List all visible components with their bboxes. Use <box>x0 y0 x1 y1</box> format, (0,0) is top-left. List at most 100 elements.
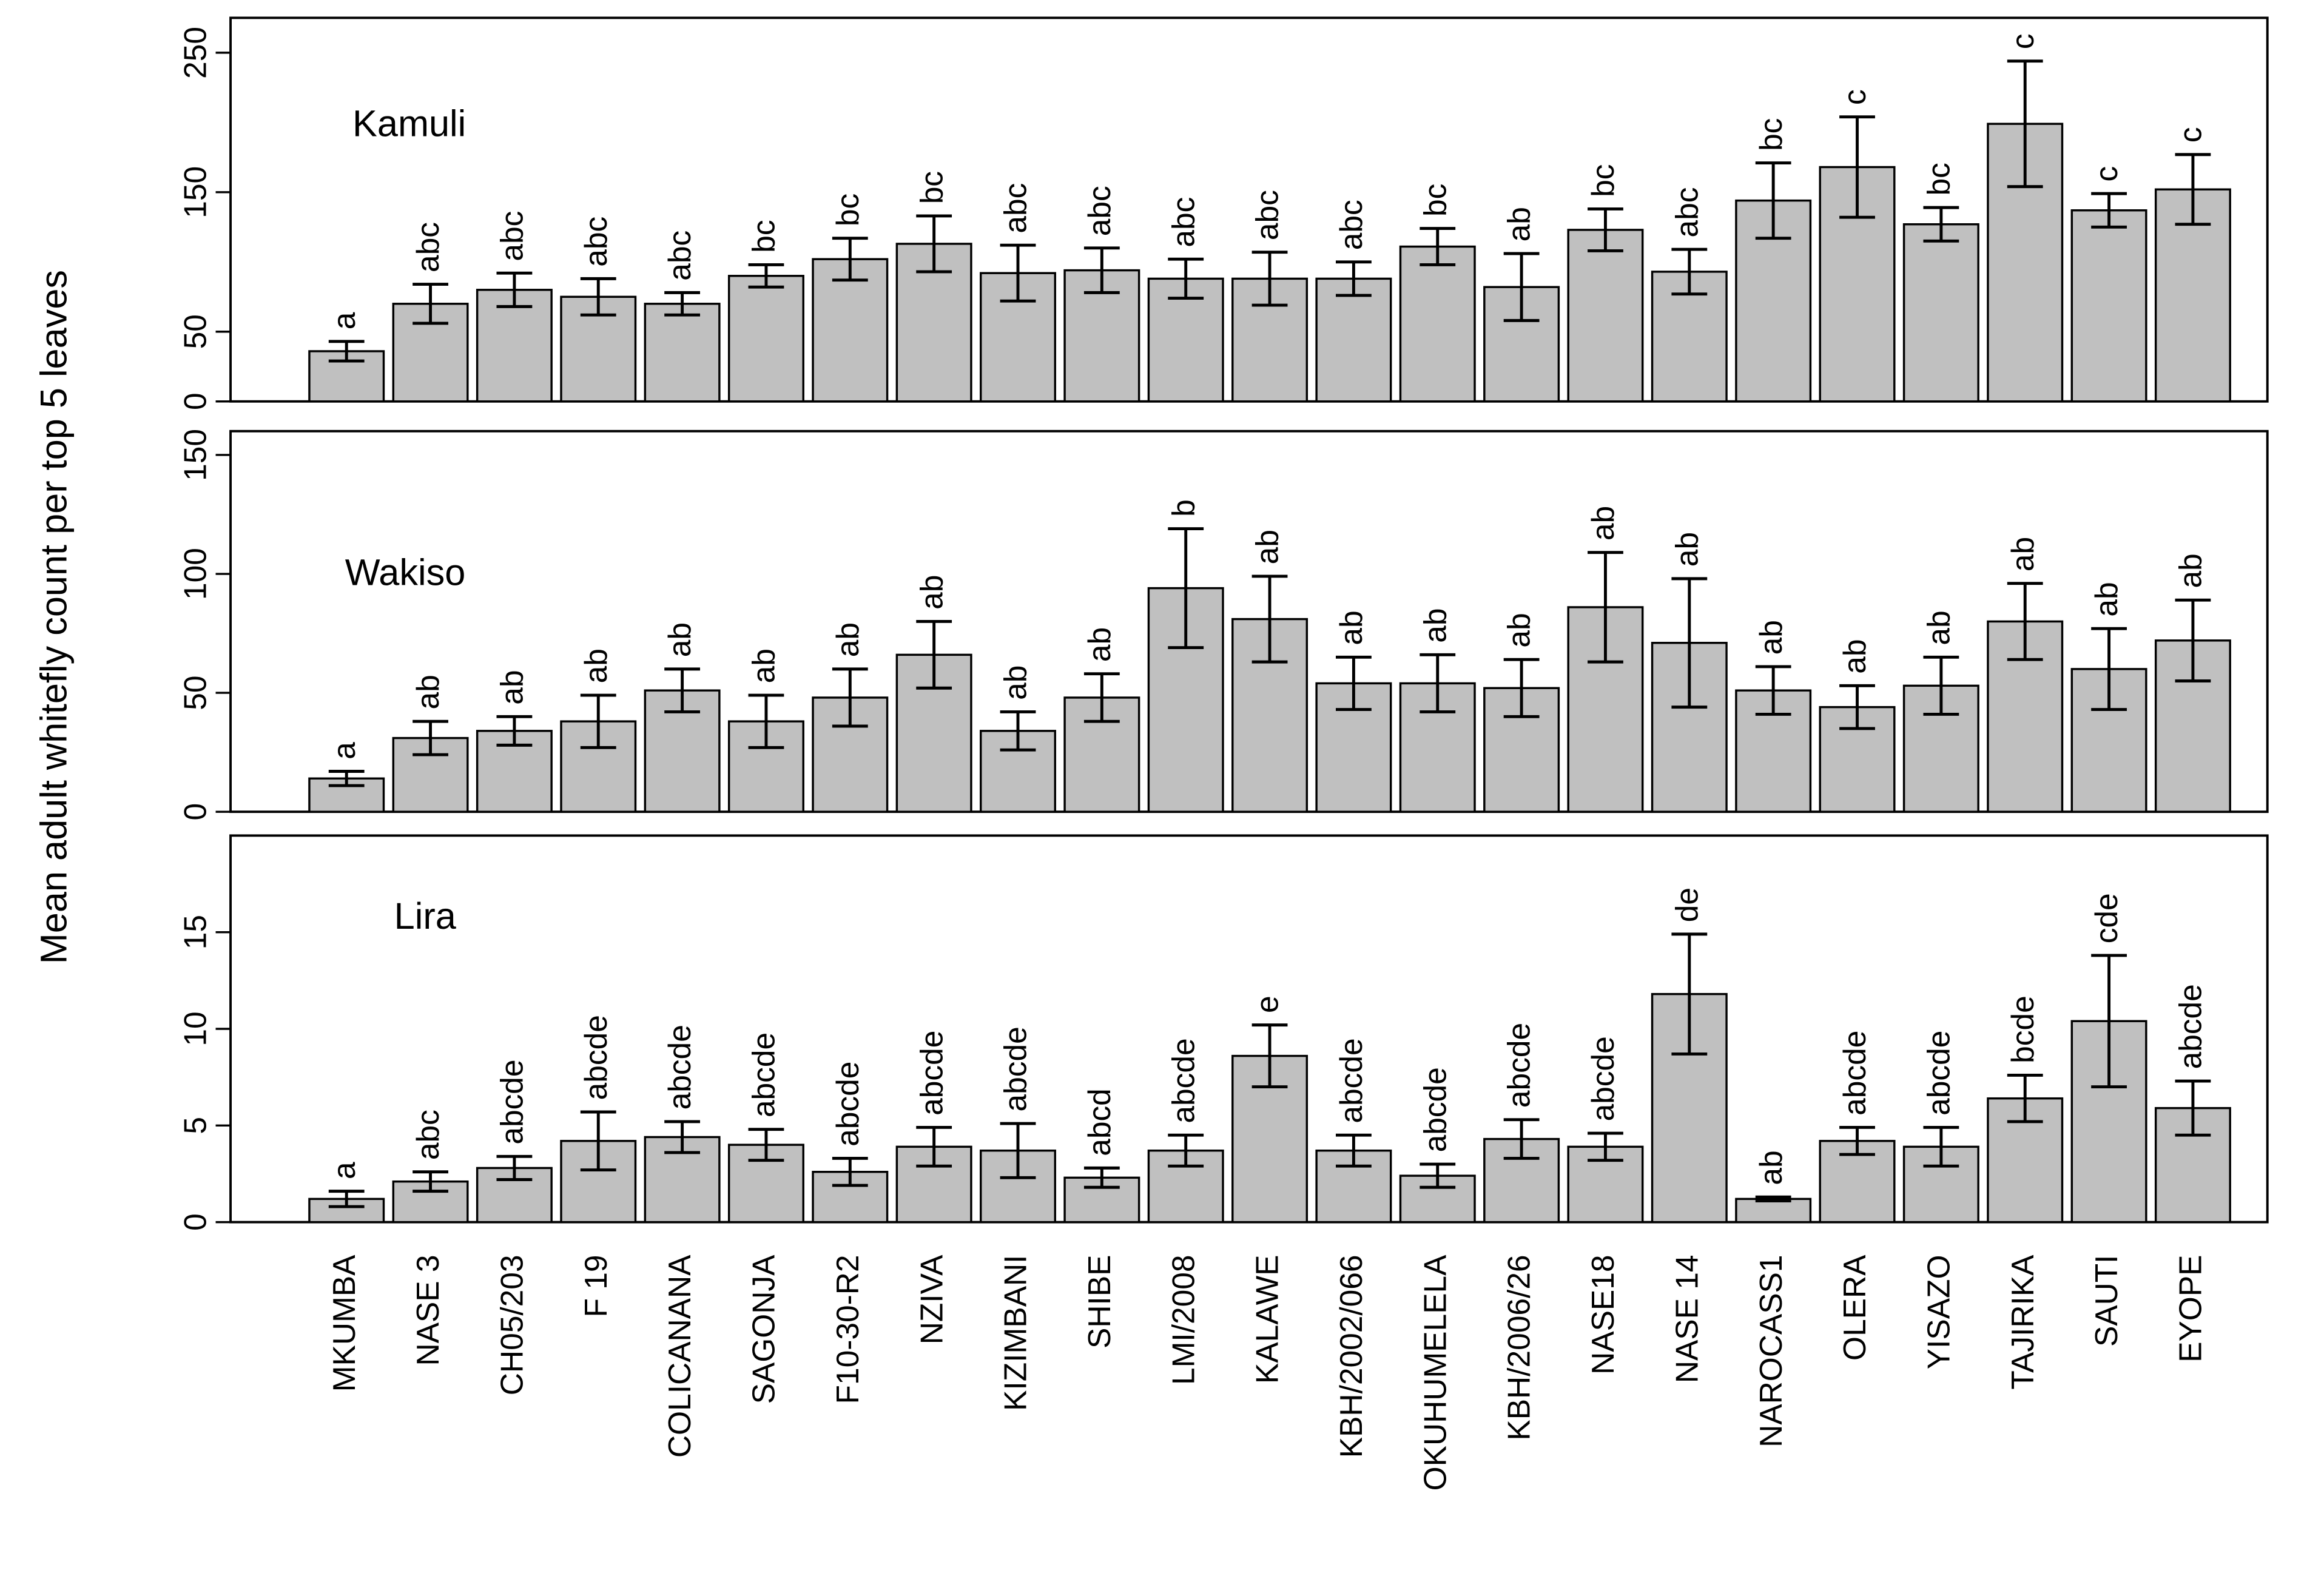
error-bar <box>328 1190 365 1208</box>
group-letter: abc <box>410 1110 445 1160</box>
group-letter: cde <box>2089 893 2124 943</box>
error-bar <box>496 715 533 747</box>
y-tick-label: 50 <box>178 314 213 349</box>
error-bar <box>1923 1126 1959 1168</box>
group-letter: ab <box>1417 608 1452 643</box>
group-letter: ab <box>1250 530 1285 564</box>
group-letter: e <box>1250 995 1285 1013</box>
error-bar <box>1000 710 1036 752</box>
group-letter: c <box>2089 166 2124 182</box>
error-bar <box>1420 1162 1456 1189</box>
error-bar <box>1251 574 1288 664</box>
group-letter: abcde <box>914 1031 949 1116</box>
group-letter: bcde <box>2005 995 2040 1063</box>
group-letter: abc <box>1250 190 1285 240</box>
group-letter: bc <box>1753 118 1788 151</box>
bar <box>1567 229 1644 403</box>
y-tick-label: 0 <box>178 392 213 410</box>
error-bar <box>1000 1122 1036 1179</box>
y-tick-label: 15 <box>178 915 213 949</box>
x-tick-label: MKUMBA <box>326 1255 362 1392</box>
group-letter: abcde <box>1417 1067 1452 1152</box>
group-letter: abcd <box>1082 1088 1117 1156</box>
error-bar <box>1839 115 1875 219</box>
group-letter: abcde <box>1921 1031 1956 1116</box>
error-bar <box>1671 577 1708 709</box>
error-bar <box>832 667 868 728</box>
group-letter: a <box>326 312 362 329</box>
group-letter: abc <box>410 222 445 272</box>
group-letter: ab <box>1753 620 1788 655</box>
x-tick-label: F 19 <box>578 1255 613 1318</box>
bar <box>1399 245 1476 403</box>
group-letter: abc <box>494 211 530 261</box>
x-tick-label: NASE 14 <box>1669 1255 1704 1384</box>
x-tick-label: NASE18 <box>1585 1255 1620 1375</box>
group-letter: abcde <box>494 1059 530 1144</box>
error-bar <box>413 1170 448 1193</box>
y-tick-label: 0 <box>178 1213 213 1231</box>
error-bar <box>1588 551 1623 664</box>
group-letter: ab <box>1753 1150 1788 1185</box>
group-letter: abcde <box>1333 1038 1369 1123</box>
group-letter: abcde <box>1837 1031 1872 1116</box>
error-bar <box>1420 653 1456 713</box>
error-bar <box>413 719 448 756</box>
group-letter: ab <box>998 665 1033 700</box>
x-tick-label: F10-30-R2 <box>830 1255 865 1404</box>
x-tick-label: NAROCASS1 <box>1753 1255 1788 1447</box>
y-tick-label: 100 <box>178 548 213 600</box>
x-tick-label: KBH/2006/26 <box>1501 1255 1537 1441</box>
error-bar <box>1083 672 1120 723</box>
error-bar <box>580 1110 616 1172</box>
x-tick-label: NASE 3 <box>410 1255 445 1366</box>
error-bar <box>1923 655 1959 716</box>
group-letter: bc <box>746 220 781 252</box>
group-letter: abc <box>998 183 1033 234</box>
error-bar <box>1420 227 1456 266</box>
error-bar <box>664 1120 701 1154</box>
group-letter: bc <box>830 194 865 226</box>
error-bar <box>1588 207 1623 252</box>
error-bar <box>1755 1195 1791 1203</box>
error-bar <box>2091 192 2127 229</box>
x-tick-label: KIZIMBANI <box>998 1255 1033 1411</box>
bar <box>1567 606 1644 813</box>
y-tick-label: 150 <box>178 429 213 481</box>
x-tick-label: YISAZO <box>1921 1255 1956 1370</box>
error-bar <box>832 237 868 282</box>
group-letter: abcde <box>1585 1036 1620 1121</box>
bar <box>727 275 804 403</box>
error-bar <box>496 1154 533 1181</box>
error-bar <box>748 693 784 749</box>
error-bar <box>1251 1023 1288 1089</box>
group-letter: abcde <box>1501 1023 1537 1108</box>
error-bar <box>664 291 701 317</box>
error-bar <box>1168 257 1204 300</box>
error-bar <box>1336 655 1372 711</box>
error-bar <box>1168 527 1204 650</box>
group-letter: ab <box>662 622 697 657</box>
x-tick-label: LMI/2008 <box>1165 1255 1201 1386</box>
y-tick-label: 5 <box>178 1117 213 1134</box>
group-letter: ab <box>1501 613 1537 647</box>
bar <box>2070 209 2147 403</box>
bar <box>1315 277 1392 403</box>
error-bar <box>2007 59 2043 189</box>
bar <box>980 730 1056 813</box>
panel-label: Lira <box>394 895 457 937</box>
error-bar <box>580 277 616 317</box>
group-letter: abc <box>1165 197 1201 248</box>
x-tick-label: COLICANANA <box>662 1255 697 1458</box>
x-tick-label: OKUHUMELELA <box>1417 1255 1452 1491</box>
group-letter: bc <box>1921 163 1956 195</box>
error-bar <box>328 340 365 363</box>
group-letter: abc <box>578 217 613 267</box>
group-letter: ab <box>1921 610 1956 645</box>
error-bar <box>832 1157 868 1187</box>
error-bar <box>1503 1118 1540 1160</box>
group-letter: ab <box>494 670 530 704</box>
error-bar <box>1083 246 1120 294</box>
error-bar <box>496 271 533 308</box>
